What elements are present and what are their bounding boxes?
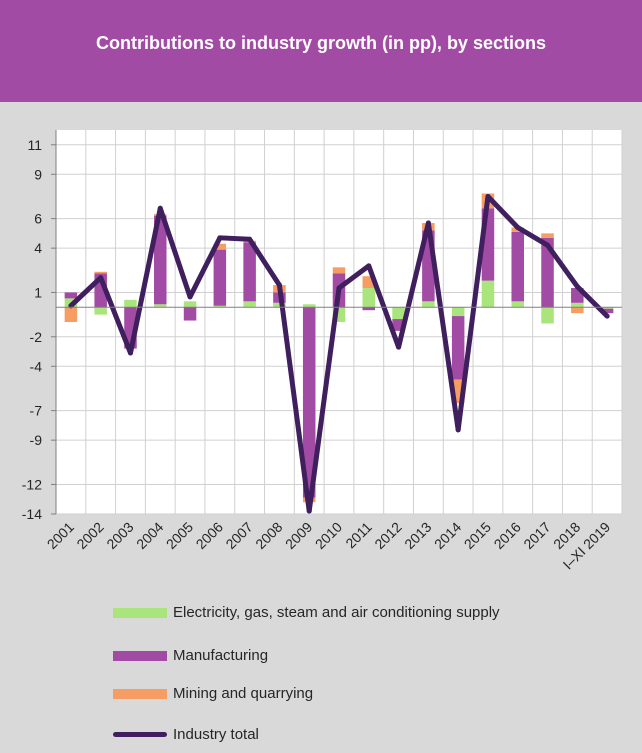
industry-total-point-9 [336, 285, 342, 291]
bar-manufacturing-18 [600, 308, 614, 314]
chart-header: Contributions to industry growth (in pp)… [0, 0, 642, 102]
y-tick-label: -7 [30, 403, 43, 419]
x-tick-label: 2017 [520, 519, 553, 552]
bar-electricity-8 [302, 304, 316, 308]
legend-item-manufacturing: Manufacturing [113, 647, 268, 664]
bar-electricity-13 [451, 307, 465, 317]
industry-total-point-6 [247, 236, 253, 242]
bar-manufacturing-11 [392, 319, 405, 331]
bar-mining-17 [571, 307, 584, 314]
line-layer [68, 193, 610, 514]
industry-total-point-8 [306, 508, 312, 514]
bar-manufacturing-4 [183, 307, 197, 321]
industry-total-point-3 [157, 205, 163, 211]
x-tick-label: 2011 [342, 519, 375, 552]
chart-title: Contributions to industry growth (in pp)… [96, 32, 546, 53]
x-tick-label: 2002 [73, 519, 106, 552]
bar-manufacturing-15 [511, 231, 524, 302]
bar-mining-5 [213, 243, 227, 250]
industry-total-point-14 [485, 193, 491, 199]
legend-item-industry-total: Industry total [113, 726, 259, 743]
y-tick-label: -4 [30, 358, 43, 374]
y-tick-label: 1 [34, 284, 42, 300]
bar-mining-0 [64, 307, 78, 322]
bar-electricity-7 [273, 302, 286, 308]
bar-manufacturing-0 [64, 292, 78, 299]
industry-total-point-5 [217, 235, 223, 241]
industry-total-point-18 [604, 313, 610, 319]
legend-swatch-manufacturing [113, 650, 167, 661]
legend-swatch-industry-total [113, 732, 167, 737]
industry-total-point-15 [515, 224, 521, 230]
bar-manufacturing-6 [243, 242, 256, 302]
y-tick-label: -9 [30, 432, 43, 448]
legend-item-mining: Mining and quarrying [113, 685, 313, 702]
y-tick-label: -2 [30, 329, 43, 345]
x-tick-label: 2004 [133, 519, 166, 552]
bar-electricity-3 [154, 304, 167, 308]
industry-total-point-13 [455, 427, 461, 433]
bar-manufacturing-10 [362, 307, 376, 311]
bar-electricity-6 [243, 301, 256, 308]
bar-electricity-4 [183, 301, 197, 308]
bar-electricity-10 [362, 288, 376, 308]
industry-total-point-12 [425, 220, 431, 226]
x-tick-label: 2007 [222, 519, 255, 552]
bar-electricity-15 [511, 301, 524, 308]
x-tick-label: 2001 [44, 519, 77, 552]
bar-mining-16 [541, 233, 554, 238]
bar-electricity-12 [422, 301, 435, 308]
x-tick-label: 2015 [461, 519, 494, 552]
bar-mining-10 [362, 276, 376, 289]
industry-total-point-17 [574, 284, 580, 290]
legend-swatch-electricity [113, 607, 167, 618]
bar-electricity-14 [481, 280, 495, 308]
x-tick-label: 2005 [163, 519, 196, 552]
x-tick-label: 2009 [282, 519, 315, 552]
chart-canvas: 11 9 6 4 1 -2 -4 -7 -9 -12 -1420012002200320042005… [22, 130, 623, 573]
industry-total-point-16 [545, 242, 551, 248]
bar-mining-9 [332, 267, 346, 274]
bar-electricity-2 [124, 299, 137, 308]
bar-manufacturing-3 [154, 215, 167, 305]
industry-total-point-2 [127, 350, 133, 356]
legend-item-electricity: Electricity, gas, steam and air conditio… [113, 604, 500, 621]
bar-electricity-16 [541, 307, 554, 324]
bar-electricity-18 [600, 307, 614, 309]
y-tick-label: 4 [34, 240, 42, 256]
y-tick-label: 6 [34, 211, 42, 227]
legend-label-industry-total: Industry total [173, 726, 259, 743]
bar-manufacturing-16 [541, 237, 554, 308]
y-tick-label: 11 [27, 137, 42, 153]
x-tick-label: 2012 [371, 519, 404, 552]
bar-electricity-11 [392, 307, 405, 320]
legend-swatch-mining [113, 688, 167, 699]
y-tick-label: -12 [22, 476, 42, 492]
bar-manufacturing-5 [213, 249, 227, 306]
industry-total-point-7 [276, 282, 282, 288]
legend-label-mining: Mining and quarrying [173, 685, 314, 702]
x-tick-label: 2008 [252, 519, 285, 552]
x-tick-label: 2013 [401, 519, 434, 552]
industry-total-point-1 [98, 275, 104, 281]
industry-total-point-11 [396, 344, 402, 350]
bar-electricity-5 [213, 305, 227, 308]
industry-total-point-10 [366, 263, 372, 269]
x-tick-label: 2014 [431, 519, 464, 552]
legend-label-manufacturing: Manufacturing [173, 647, 269, 664]
legend-label-electricity: Electricity, gas, steam and air conditio… [173, 604, 500, 621]
y-tick-label: 9 [34, 166, 42, 182]
x-tick-label: 2010 [312, 519, 345, 552]
x-tick-label: 2006 [193, 519, 226, 552]
bar-manufacturing-13 [451, 316, 465, 380]
x-tick-label: 2016 [491, 519, 524, 552]
bar-mining-1 [94, 271, 107, 274]
x-tick-label: 2003 [103, 519, 136, 552]
bar-electricity-17 [571, 302, 584, 308]
industry-total-point-4 [187, 294, 193, 300]
bar-electricity-1 [94, 307, 107, 315]
y-tick-label: -14 [22, 506, 42, 522]
bar-manufacturing-8 [302, 307, 316, 498]
